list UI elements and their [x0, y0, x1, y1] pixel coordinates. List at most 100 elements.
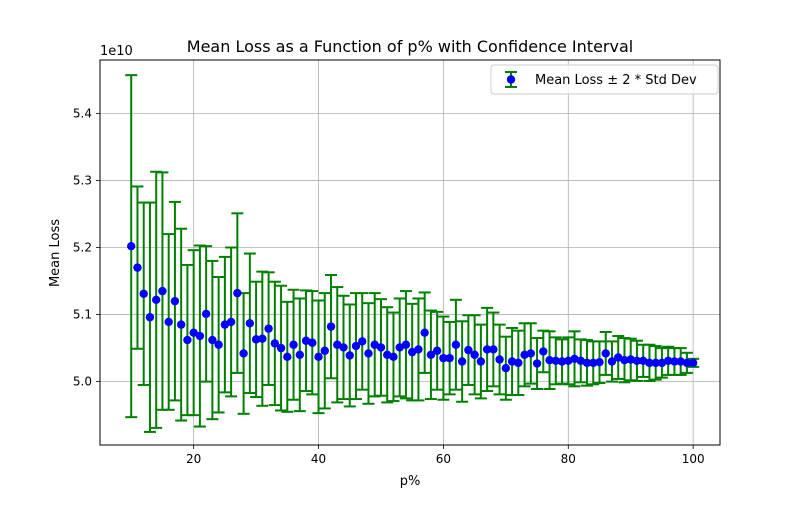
data-point-marker	[663, 356, 673, 366]
data-point-marker	[420, 328, 429, 337]
data-point-marker	[651, 358, 660, 368]
data-point-marker	[195, 331, 205, 341]
data-point-marker	[226, 317, 236, 327]
data-point-marker	[476, 357, 486, 366]
data-point-marker	[326, 322, 336, 331]
data-point-marker	[264, 324, 273, 333]
data-point-marker	[351, 341, 361, 351]
plot-frame	[99, 59, 721, 446]
data-point-marker	[495, 355, 504, 364]
data-point-marker	[589, 358, 598, 368]
data-point-marker	[489, 345, 498, 354]
data-point-marker	[276, 343, 286, 353]
data-point-marker	[507, 357, 517, 366]
data-point-marker	[283, 352, 292, 362]
legend-marker-icon	[506, 75, 516, 84]
chart-title: Mean Loss as a Function of p% with Confi…	[187, 37, 633, 56]
data-point-marker	[620, 355, 629, 365]
data-point-marker	[258, 334, 267, 343]
data-point-marker	[557, 357, 567, 366]
data-point-marker	[320, 346, 329, 355]
data-point-marker	[145, 313, 155, 322]
data-point-marker	[607, 357, 617, 366]
data-point-marker	[314, 352, 323, 362]
data-point-marker	[170, 296, 180, 306]
data-point-marker	[239, 349, 248, 358]
data-point-marker	[295, 350, 304, 360]
data-point-marker	[451, 340, 461, 349]
data-point-marker	[464, 345, 473, 355]
data-point-marker	[233, 288, 242, 298]
data-point-marker	[626, 355, 635, 364]
data-point-marker	[582, 358, 592, 368]
data-point-marker	[670, 357, 679, 366]
data-point-marker	[457, 357, 467, 366]
data-point-marker	[339, 343, 348, 352]
data-point-marker	[176, 320, 186, 329]
data-point-marker	[470, 350, 479, 360]
data-point-marker	[308, 338, 317, 347]
data-point-marker	[526, 349, 536, 358]
data-point-marker	[208, 335, 217, 345]
x-tick-label: 80	[561, 452, 576, 466]
data-point-marker	[439, 353, 448, 363]
data-point-marker	[358, 337, 367, 346]
y-tick-label: 5.2	[73, 241, 92, 255]
y-offset-label: 1e10	[100, 44, 133, 59]
y-tick-label: 5.0	[73, 375, 92, 389]
data-point-marker	[545, 355, 554, 365]
data-point-marker	[245, 319, 255, 328]
y-tick-label: 5.4	[73, 106, 92, 120]
data-point-marker	[183, 335, 192, 345]
data-point-marker	[514, 358, 523, 368]
y-tick-label: 5.1	[73, 308, 92, 322]
data-point-marker	[376, 343, 386, 352]
data-series	[125, 74, 700, 433]
data-point-marker	[426, 350, 436, 360]
y-tick-label: 5.3	[73, 173, 92, 187]
grid	[100, 60, 720, 445]
data-point-marker	[551, 356, 560, 366]
data-point-marker	[364, 349, 373, 358]
legend-label: Mean Loss ± 2 * Std Dev	[535, 73, 697, 88]
data-point-marker	[688, 358, 698, 368]
data-point-marker	[676, 357, 685, 366]
x-axis-label: p%	[400, 474, 421, 489]
data-point-marker	[158, 286, 167, 296]
data-point-marker	[133, 263, 142, 272]
data-point-marker	[127, 241, 136, 251]
data-point-marker	[151, 295, 161, 305]
data-point-marker	[139, 289, 148, 298]
data-point-marker	[532, 359, 542, 368]
data-point-marker	[432, 346, 442, 355]
data-point-marker	[401, 340, 411, 349]
y-axis-label: Mean Loss	[48, 219, 63, 287]
x-tick-label: 100	[682, 452, 705, 466]
x-tick-label: 60	[436, 452, 451, 466]
data-point-marker	[539, 347, 548, 356]
data-point-marker	[595, 357, 604, 367]
data-point-marker	[645, 358, 654, 368]
x-tick-label: 40	[311, 452, 326, 466]
data-point-marker	[270, 339, 280, 348]
legend-box	[490, 64, 719, 95]
data-point-marker	[289, 340, 298, 349]
data-point-marker	[632, 356, 642, 366]
data-point-marker	[601, 349, 610, 358]
axis-ticks: 20 40 60 80 100 5.0 5.1 5.2 5.3 5.4	[73, 106, 705, 466]
data-point-marker	[251, 335, 261, 344]
data-point-marker	[445, 353, 454, 363]
data-point-marker	[201, 309, 211, 319]
data-point-marker	[389, 352, 398, 362]
data-point-marker	[482, 345, 492, 354]
legend: Mean Loss ± 2 * Std Dev	[490, 64, 719, 95]
data-point-marker	[520, 350, 529, 360]
data-point-marker	[189, 328, 198, 337]
data-point-marker	[682, 358, 692, 368]
data-point-marker	[414, 345, 423, 354]
data-point-marker	[164, 317, 173, 327]
x-tick-label: 20	[186, 452, 201, 466]
data-point-marker	[214, 340, 223, 349]
